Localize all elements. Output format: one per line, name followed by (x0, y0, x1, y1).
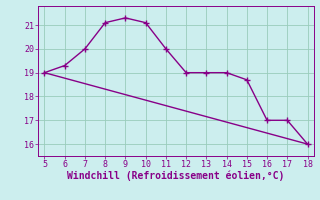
X-axis label: Windchill (Refroidissement éolien,°C): Windchill (Refroidissement éolien,°C) (67, 171, 285, 181)
